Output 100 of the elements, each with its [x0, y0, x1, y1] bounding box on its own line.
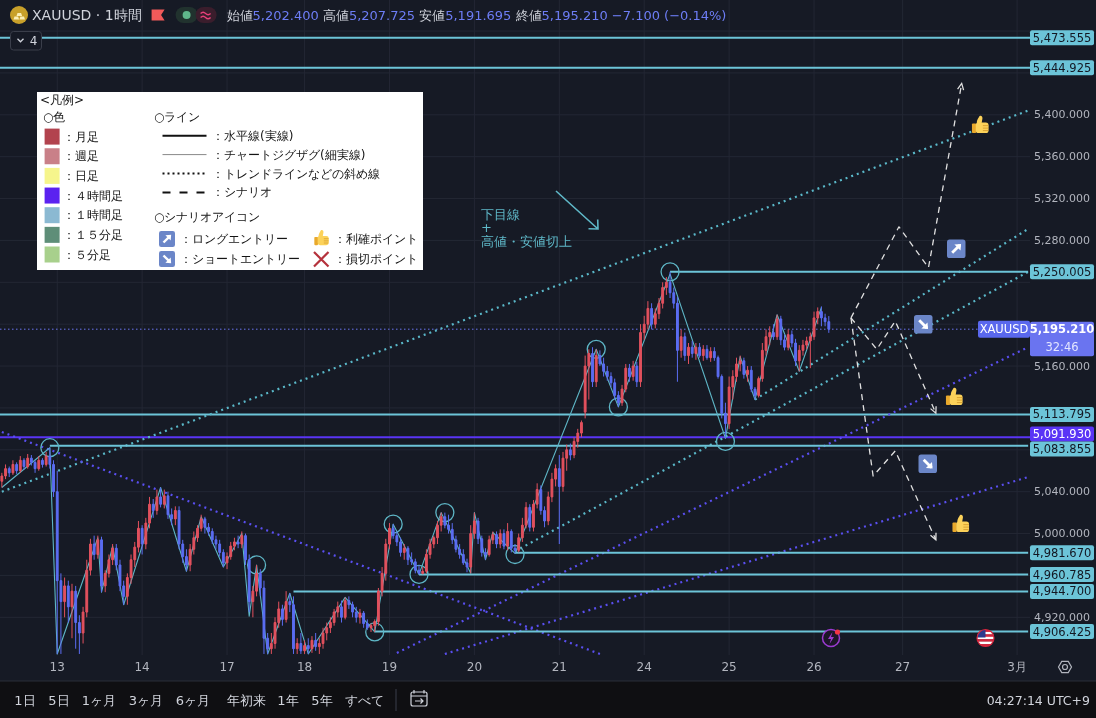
- chart-title: XAUUSD · 1時間: [32, 7, 142, 23]
- text: 1日: [14, 692, 36, 708]
- y-tick-label: 5,040.000: [1034, 485, 1090, 499]
- candlestick: [37, 455, 41, 472]
- text: 5日: [48, 692, 70, 708]
- candlestick: [694, 342, 698, 361]
- candlestick: [310, 635, 314, 654]
- ref-line-label: 5,091.930: [1032, 427, 1092, 442]
- candlestick: [683, 332, 687, 362]
- candlestick: [44, 451, 48, 468]
- candlestick: [690, 340, 694, 359]
- candlestick: [70, 583, 74, 639]
- candlestick: [321, 627, 325, 650]
- text: 年初来: [226, 692, 266, 708]
- candlestick: [15, 461, 19, 475]
- point: [409, 564, 429, 585]
- text: すべて: [344, 692, 384, 708]
- candlestick: [594, 348, 598, 388]
- candlestick: [74, 585, 78, 650]
- x-tick-label: 27: [894, 660, 911, 674]
- y-tick-label: 5,280.000: [1034, 233, 1090, 247]
- candlestick: [18, 455, 22, 474]
- text: 6ヶ月: [175, 692, 211, 708]
- x-tick-label: 24: [636, 660, 652, 674]
- candlestick: [698, 342, 702, 359]
- candlestick: [506, 522, 510, 551]
- x-tick-label: 19: [381, 660, 398, 674]
- text: 始値5,202.400 高値5,207.725 安値5,191.695 終値5,195.210 −7.100 (−0.14%): [226, 7, 727, 23]
- annotation: ：トレンドラインなどの斜め線: [212, 166, 380, 181]
- annotation: ：損切ポイント: [334, 252, 418, 266]
- y-tick-label: 5,160.000: [1034, 359, 1090, 373]
- candlestick: [402, 543, 406, 561]
- y-tick-label: 5,400.000: [1034, 108, 1090, 122]
- annotation: ○シナリオアイコン: [154, 210, 261, 224]
- x-tick-label: 18: [296, 660, 313, 674]
- annotation: ：シナリオ: [212, 185, 272, 200]
- candlestick: [819, 305, 823, 327]
- candlestick: [557, 454, 561, 545]
- annotation: ：ロングエントリー: [180, 232, 288, 246]
- text: 1ヶ月: [81, 692, 117, 708]
- text: 5年: [311, 692, 333, 708]
- x-tick-label: 17: [219, 660, 235, 674]
- candlestick: [679, 328, 683, 359]
- candlestick: [210, 527, 214, 545]
- candlestick: [236, 535, 240, 549]
- candlestick: [306, 637, 310, 655]
- annotation: 下目線 + 高値・安値切上: [481, 206, 572, 249]
- candlestick: [92, 535, 96, 561]
- candlestick: [568, 443, 572, 461]
- candlestick: [746, 365, 749, 383]
- y-tick-label: 5,320.000: [1034, 192, 1090, 206]
- candlestick: [173, 505, 177, 526]
- annotation: <凡例>: [40, 93, 85, 107]
- annotation: ○ライン: [154, 110, 201, 124]
- point: [365, 622, 385, 642]
- point: [586, 339, 606, 359]
- candlestick: [591, 346, 594, 388]
- annotation: ：利確ポイント: [334, 232, 418, 246]
- candlestick: [628, 363, 631, 383]
- text: 04:27:14 UTC+9: [986, 692, 1091, 708]
- candlestick: [314, 632, 318, 652]
- candlestick: [295, 637, 299, 655]
- candlestick: [495, 530, 498, 549]
- candlestick: [140, 524, 144, 555]
- series-label: 5,083.855: [1032, 442, 1092, 457]
- candlestick: [22, 457, 26, 471]
- candlestick: [41, 457, 44, 469]
- candlestick: [528, 503, 532, 532]
- candlestick: [7, 466, 11, 478]
- candlestick: [775, 314, 779, 341]
- candlestick: [66, 580, 70, 624]
- annotation: ：１５分足: [63, 227, 123, 242]
- candlestick: [498, 528, 502, 549]
- candlestick: [779, 315, 783, 346]
- candlestick: [292, 595, 295, 655]
- candlestick: [701, 344, 705, 362]
- x-tick-label: 21: [551, 660, 567, 674]
- candlestick: [772, 323, 775, 341]
- annotation: ○色: [43, 110, 66, 124]
- text: 32:46: [1045, 340, 1079, 355]
- annotation: ：４時間足: [63, 188, 123, 203]
- candlestick: [406, 545, 410, 566]
- candlestick: [284, 590, 288, 624]
- series-label: 4,981.670: [1032, 545, 1092, 560]
- candlestick: [96, 535, 100, 560]
- text: 3ヶ月: [128, 692, 164, 708]
- point: [40, 438, 60, 458]
- ref-line-label: 5,473.555: [1032, 30, 1092, 45]
- candlestick: [63, 577, 67, 618]
- candlestick: [11, 459, 15, 476]
- candlestick: [797, 344, 801, 372]
- series-label: 4,944.700: [1032, 584, 1092, 599]
- x-tick-label: 14: [134, 660, 150, 674]
- candlestick: [631, 360, 635, 382]
- candlestick: [709, 346, 713, 363]
- y-tick-label: 5,000.000: [1034, 527, 1090, 541]
- ref-line-label: 5,113.795: [1032, 407, 1092, 422]
- annotation: ：１時間足: [63, 208, 123, 223]
- candlestick: [358, 608, 362, 625]
- candlestick: [705, 344, 709, 361]
